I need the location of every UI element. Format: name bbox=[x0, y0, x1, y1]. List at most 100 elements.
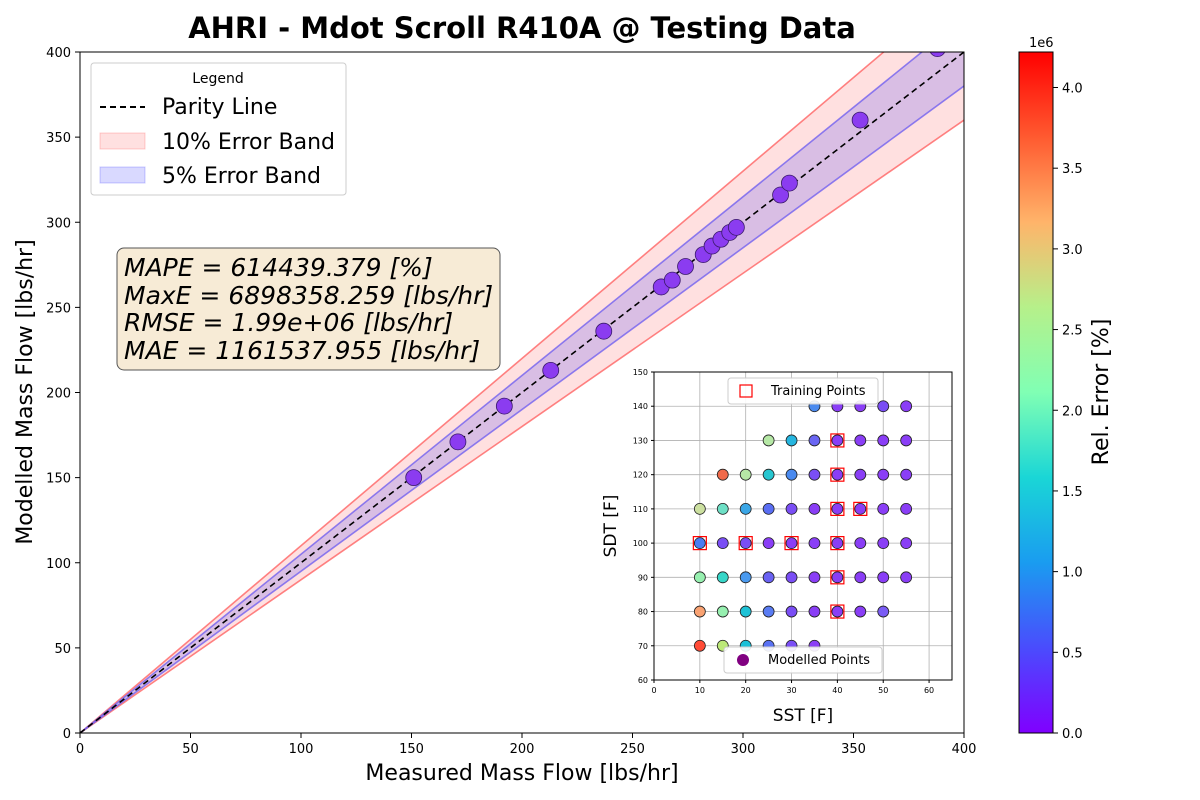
training-point bbox=[830, 604, 845, 619]
inset-y-tick-label: 140 bbox=[633, 402, 648, 411]
modelled-point bbox=[739, 605, 752, 618]
inset-y-tick-label: 110 bbox=[633, 505, 648, 514]
inset-x-tick-label: 0 bbox=[651, 686, 656, 695]
modelled-point bbox=[831, 468, 844, 481]
inset-x-tick-label: 40 bbox=[832, 686, 842, 695]
inset-legend-modelled: Modelled Points bbox=[723, 646, 883, 674]
y-tick-label: 200 bbox=[46, 387, 71, 402]
modelled-dot-icon bbox=[737, 654, 749, 666]
modelled-point bbox=[739, 502, 752, 515]
modelled-point bbox=[693, 605, 706, 618]
inset-y-tick-label: 70 bbox=[638, 642, 648, 651]
stats-maxe: MaxE = 6898358.259 [lbs/hr] bbox=[124, 281, 493, 310]
legend-10pct-label: 10% Error Band bbox=[162, 130, 335, 155]
data-point bbox=[772, 186, 789, 204]
modelled-point bbox=[877, 537, 890, 550]
data-point bbox=[929, 52, 946, 57]
modelled-point bbox=[716, 502, 729, 515]
inset-legend-training: Training Points bbox=[727, 377, 879, 405]
modelled-point bbox=[831, 434, 844, 447]
x-tick-label: 300 bbox=[731, 742, 756, 757]
colorbar-tick-label: 1.5 bbox=[1062, 485, 1083, 500]
x-tick-label: 50 bbox=[182, 742, 199, 757]
modelled-point bbox=[808, 434, 821, 447]
inset-y-tick-label: 80 bbox=[638, 608, 648, 617]
data-point bbox=[677, 258, 694, 275]
training-point bbox=[830, 433, 845, 448]
modelled-point bbox=[854, 605, 867, 618]
stats-mape: MAPE = 614439.379 [%] bbox=[124, 253, 433, 282]
data-point bbox=[663, 271, 681, 289]
colorbar-tick-label: 3.0 bbox=[1062, 243, 1083, 258]
stats-rmse: RMSE = 1.99e+06 [lbs/hr] bbox=[124, 308, 453, 337]
modelled-point bbox=[854, 434, 867, 447]
colorbar-tick-label: 2.5 bbox=[1062, 324, 1083, 339]
modelled-point bbox=[900, 502, 913, 515]
modelled-point bbox=[854, 468, 867, 481]
data-point bbox=[449, 433, 467, 451]
modelled-point bbox=[831, 571, 844, 584]
x-tick-label: 200 bbox=[510, 742, 535, 757]
legend-title: Legend bbox=[192, 71, 243, 87]
legend-5pct-label: 5% Error Band bbox=[162, 164, 321, 189]
inset-y-tick-label: 90 bbox=[638, 573, 648, 582]
modelled-point bbox=[716, 605, 729, 618]
modelled-point bbox=[693, 639, 706, 652]
inset-background bbox=[654, 372, 952, 680]
modelled-point bbox=[808, 571, 821, 584]
modelled-point bbox=[762, 605, 775, 618]
modelled-point bbox=[877, 468, 890, 481]
data-point bbox=[851, 111, 869, 129]
inset-legend-training-box bbox=[727, 377, 879, 405]
y-tick-label: 0 bbox=[63, 727, 71, 742]
x-tick-label: 350 bbox=[841, 742, 866, 757]
data-point bbox=[727, 218, 745, 236]
y-tick-label: 300 bbox=[46, 216, 71, 231]
training-square-icon bbox=[739, 384, 753, 398]
inset-frame bbox=[653, 371, 953, 681]
inset-x-tick-label: 10 bbox=[695, 686, 705, 695]
stats-box: MAPE = 614439.379 [%] MaxE = 6898358.259… bbox=[116, 247, 501, 371]
modelled-point bbox=[693, 502, 706, 515]
modelled-point bbox=[877, 434, 890, 447]
colorbar-label: Rel. Error [%] bbox=[1089, 319, 1114, 466]
modelled-point bbox=[854, 537, 867, 550]
data-point bbox=[542, 361, 560, 379]
legend-parity-label: Parity Line bbox=[162, 95, 277, 120]
modelled-point bbox=[693, 571, 706, 584]
colorbar-tick-label: 1.0 bbox=[1062, 566, 1083, 581]
modelled-point bbox=[716, 537, 729, 550]
inset-y-tick-label: 120 bbox=[633, 471, 648, 480]
colorbar-tick-label: 2.0 bbox=[1062, 404, 1083, 419]
modelled-point bbox=[900, 537, 913, 550]
x-tick-label: 400 bbox=[952, 742, 977, 757]
colorbar: 0.0 0.5 1.0 1.5 2.0 2.5 3.0 3.5 4.0 1e6 Rel. Err… bbox=[1018, 36, 1114, 742]
modelled-point bbox=[877, 502, 890, 515]
modelled-point bbox=[854, 571, 867, 584]
modelled-point bbox=[877, 605, 890, 618]
data-point bbox=[595, 322, 613, 340]
inset-x-label: SST [F] bbox=[773, 706, 833, 726]
y-tick-label: 50 bbox=[54, 642, 71, 657]
training-point bbox=[830, 467, 845, 482]
colorbar-tick-label: 4.0 bbox=[1062, 82, 1083, 97]
data-point bbox=[405, 469, 423, 487]
inset-y-tick-label: 100 bbox=[633, 539, 648, 548]
training-point bbox=[738, 536, 753, 551]
chart-title: AHRI - Mdot Scroll R410A @ Testing Data bbox=[188, 11, 856, 45]
inset-x-tick-label: 30 bbox=[786, 686, 796, 695]
modelled-point bbox=[900, 468, 913, 481]
modelled-point bbox=[808, 605, 821, 618]
modelled-point bbox=[739, 468, 752, 481]
modelled-point bbox=[877, 400, 890, 413]
training-point bbox=[830, 536, 845, 551]
x-tick-label: 100 bbox=[289, 742, 314, 757]
colorbar-tick-label: 0.0 bbox=[1062, 727, 1083, 742]
y-tick-label: 150 bbox=[46, 472, 71, 487]
inset-plot: 0 10 20 30 40 50 6060708090100110120130140150 … bbox=[601, 368, 953, 726]
inset-y-label: SDT [F] bbox=[601, 495, 621, 558]
modelled-point bbox=[739, 537, 752, 550]
modelled-point bbox=[762, 468, 775, 481]
training-point bbox=[853, 501, 868, 516]
